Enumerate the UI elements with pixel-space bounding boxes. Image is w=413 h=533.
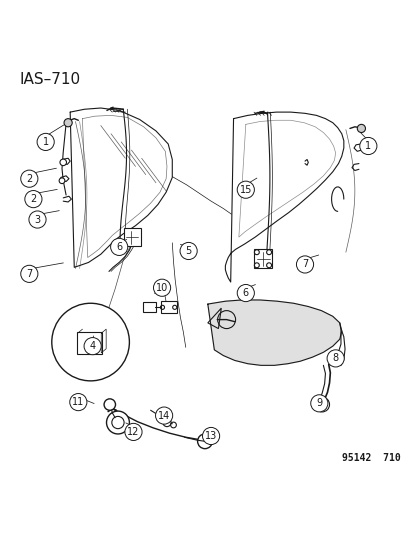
Circle shape — [125, 423, 142, 440]
Circle shape — [326, 350, 343, 367]
Text: 95142  710: 95142 710 — [342, 454, 400, 463]
Text: 13: 13 — [204, 431, 217, 441]
Circle shape — [162, 418, 171, 426]
Circle shape — [155, 407, 172, 424]
Circle shape — [70, 393, 87, 411]
Circle shape — [310, 395, 327, 412]
Polygon shape — [207, 300, 341, 365]
Text: 7: 7 — [26, 269, 32, 279]
Circle shape — [25, 190, 42, 208]
Text: 1: 1 — [43, 137, 49, 147]
Text: 15: 15 — [239, 185, 252, 195]
Text: IAS–710: IAS–710 — [19, 72, 80, 87]
FancyBboxPatch shape — [161, 301, 177, 313]
FancyBboxPatch shape — [254, 249, 272, 268]
Circle shape — [202, 427, 219, 445]
Text: 1: 1 — [364, 141, 370, 151]
Text: 7: 7 — [301, 260, 307, 270]
Text: 2: 2 — [26, 174, 32, 184]
Circle shape — [84, 337, 101, 355]
Circle shape — [180, 243, 197, 260]
Circle shape — [104, 399, 115, 410]
FancyBboxPatch shape — [142, 302, 156, 312]
Text: 3: 3 — [34, 214, 40, 224]
Text: 5: 5 — [185, 246, 191, 256]
Circle shape — [29, 211, 46, 228]
Text: 11: 11 — [72, 397, 84, 407]
Circle shape — [59, 178, 65, 183]
Text: 6: 6 — [242, 288, 248, 298]
Text: 8: 8 — [332, 353, 338, 364]
Circle shape — [237, 285, 254, 302]
Text: 2: 2 — [30, 194, 36, 204]
Text: 14: 14 — [158, 410, 170, 421]
Circle shape — [21, 265, 38, 282]
Circle shape — [52, 303, 129, 381]
Text: 6: 6 — [116, 242, 122, 252]
Circle shape — [237, 181, 254, 198]
Circle shape — [106, 411, 129, 434]
Circle shape — [110, 238, 128, 255]
Circle shape — [359, 138, 376, 155]
Text: 10: 10 — [156, 282, 168, 293]
FancyBboxPatch shape — [123, 228, 140, 246]
Circle shape — [21, 170, 38, 187]
Circle shape — [153, 279, 170, 296]
Circle shape — [37, 133, 54, 150]
Text: 9: 9 — [316, 398, 322, 408]
Circle shape — [64, 119, 72, 127]
Text: 4: 4 — [89, 341, 95, 351]
Circle shape — [197, 434, 212, 449]
FancyBboxPatch shape — [76, 333, 102, 354]
Text: 12: 12 — [127, 427, 139, 437]
Circle shape — [60, 159, 66, 166]
Circle shape — [356, 124, 365, 133]
Circle shape — [296, 256, 313, 273]
